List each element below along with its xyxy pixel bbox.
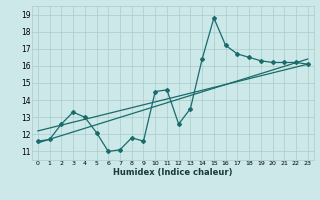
X-axis label: Humidex (Indice chaleur): Humidex (Indice chaleur) [113,168,233,177]
